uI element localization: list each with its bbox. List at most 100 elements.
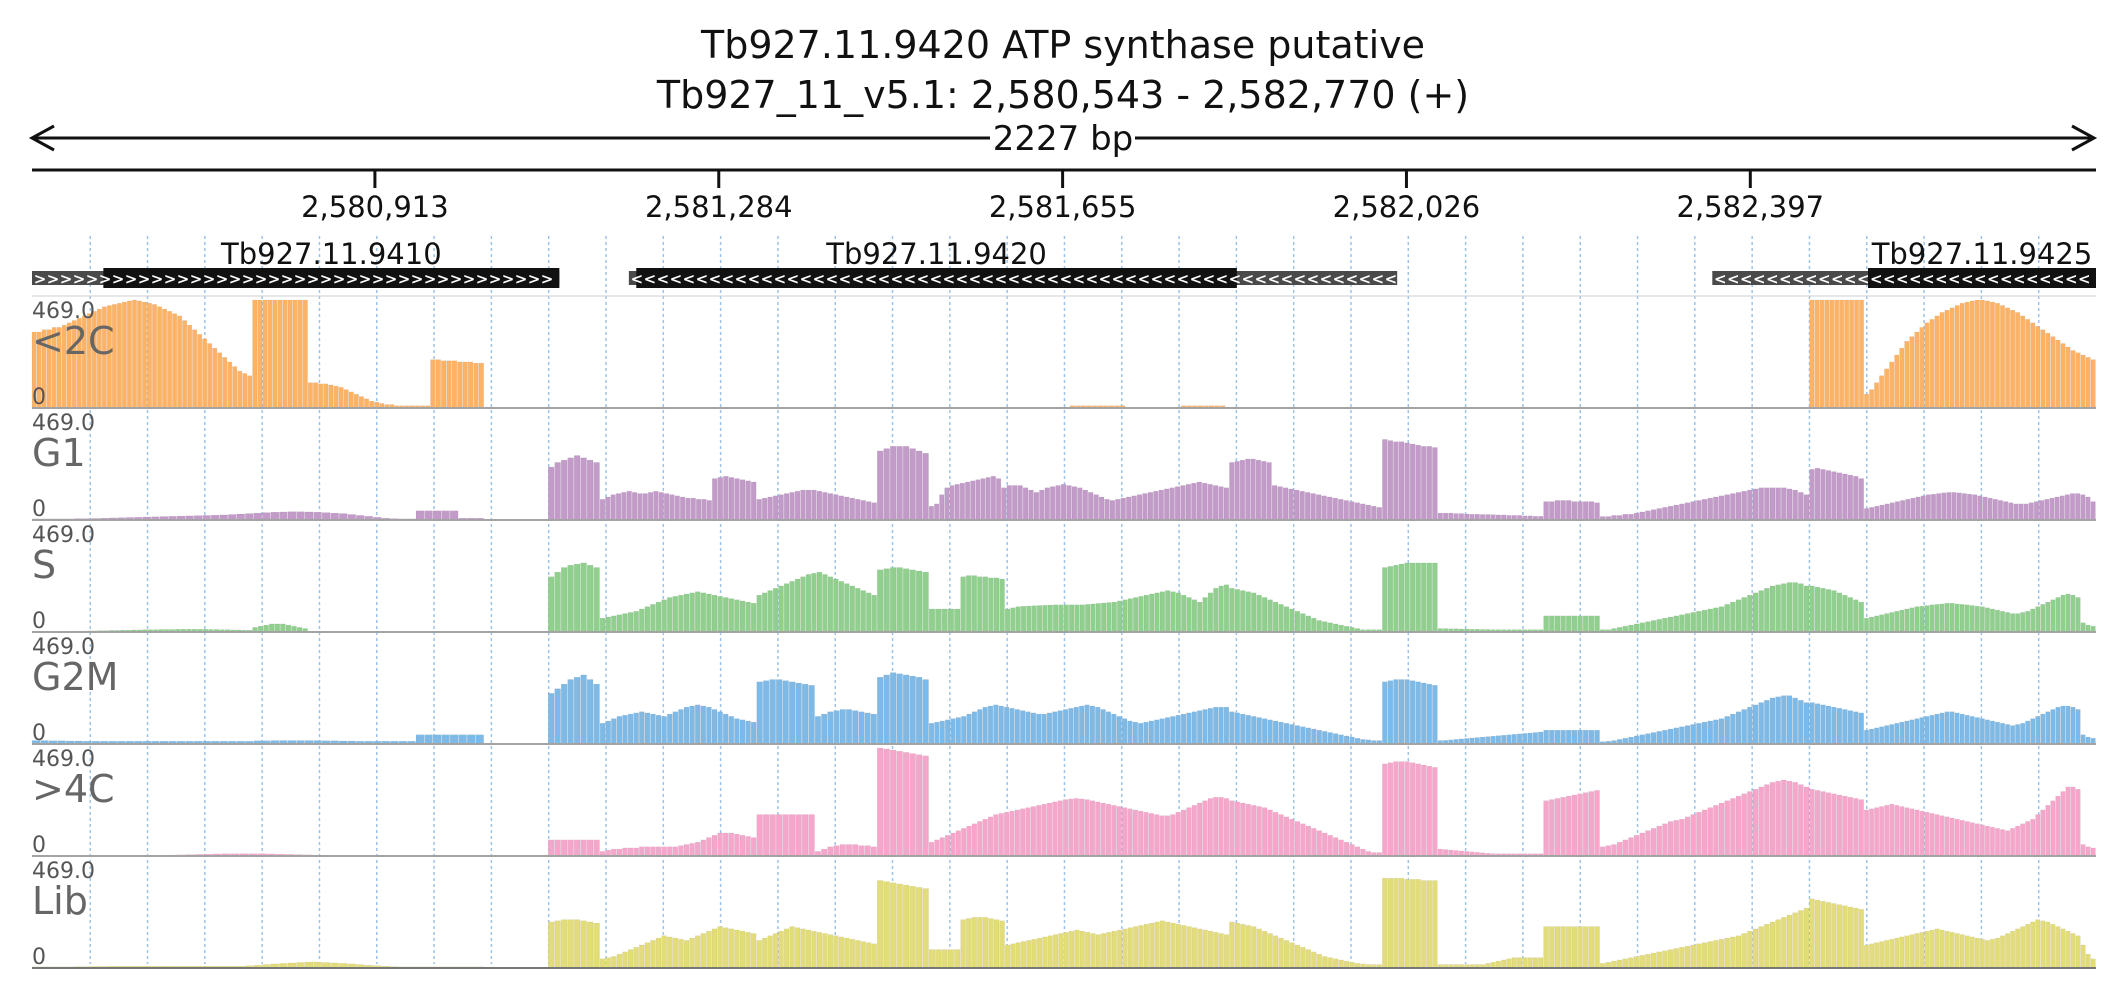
- coverage-bar: [1240, 923, 1246, 969]
- coverage-bar: [1874, 505, 1880, 521]
- coverage-bar: [1974, 605, 1980, 633]
- gene-strand-arrow: <: [1190, 270, 1203, 288]
- coverage-bar: [1111, 805, 1117, 857]
- coverage-bar: [1972, 494, 1978, 521]
- coverage-bar: [739, 479, 746, 521]
- coverage-bar: [816, 932, 823, 969]
- coverage-bar: [1360, 848, 1366, 857]
- coverage-bar: [297, 299, 303, 409]
- coverage-bar: [1245, 458, 1251, 521]
- coverage-bar: [1696, 943, 1702, 969]
- coverage-bar: [353, 393, 359, 409]
- coverage-bar: [833, 578, 839, 633]
- coverage-bar: [1223, 706, 1230, 745]
- gene-strand-arrow: >: [229, 270, 242, 288]
- coverage-bar: [1577, 793, 1583, 857]
- coverage-bar: [1718, 938, 1725, 969]
- gene-strand-arrow: <: [1307, 270, 1320, 288]
- coverage-bar: [1305, 615, 1312, 633]
- coverage-bar: [1223, 934, 1230, 969]
- coverage-bar: [955, 717, 961, 745]
- coverage-bar: [1879, 806, 1885, 857]
- coverage-bar: [1039, 489, 1045, 521]
- coverage-bar: [1582, 729, 1589, 745]
- gene-strand-arrow: <: [1333, 270, 1346, 288]
- coverage-bar: [1245, 714, 1251, 745]
- coverage-bar: [1919, 605, 1925, 633]
- coverage-bar: [1696, 723, 1702, 745]
- coverage-bar: [883, 674, 890, 745]
- track-ymax-label: 469.0: [32, 523, 95, 548]
- coverage-bar: [977, 576, 983, 633]
- coverage-bar: [1261, 930, 1268, 969]
- gene-strand-arrow: >: [112, 270, 125, 288]
- coverage-bar: [939, 494, 945, 521]
- coverage-bar: [1063, 604, 1069, 633]
- coverage-bar: [745, 720, 751, 745]
- coverage-bar: [655, 601, 662, 633]
- coverage-bar: [1984, 300, 1990, 409]
- coverage-bar: [1251, 926, 1257, 969]
- coverage-bar: [1690, 612, 1697, 633]
- coverage-bar: [672, 596, 679, 633]
- coverage-bar: [982, 917, 989, 969]
- coverage-bar: [1250, 458, 1256, 521]
- coverage-bar: [1792, 782, 1798, 857]
- coverage-bar: [593, 462, 600, 521]
- coverage-bar: [782, 680, 789, 745]
- coverage-bar: [2055, 795, 2061, 857]
- coverage-bar: [262, 512, 271, 521]
- gene-strand-arrow: >: [216, 270, 229, 288]
- coverage-bar: [794, 490, 801, 521]
- coverage-bar: [1294, 611, 1301, 633]
- coverage-bar: [1853, 475, 1859, 521]
- gene-strand-arrow: <: [1740, 270, 1753, 288]
- gene-strand-arrow: <: [1857, 270, 1870, 288]
- track-4: 469.00>4C: [31, 743, 2096, 858]
- coverage-bar: [242, 373, 248, 409]
- gene-strand-arrow: >: [255, 270, 268, 288]
- coverage-bar: [167, 311, 173, 409]
- coverage-bar: [2015, 724, 2021, 745]
- coverage-bar: [1959, 302, 1965, 409]
- coverage-bar: [915, 450, 923, 521]
- gene-strand-arrow: <: [1714, 270, 1727, 288]
- coverage-bar: [633, 712, 639, 745]
- coverage-bar: [1142, 493, 1148, 521]
- coverage-bar: [1376, 507, 1383, 521]
- coverage-bar: [839, 844, 846, 857]
- coverage-bar: [1272, 601, 1279, 633]
- coverage-bar: [642, 493, 648, 521]
- coverage-bar: [1758, 590, 1764, 633]
- coverage-bar: [971, 575, 977, 633]
- coverage-bar: [1864, 729, 1869, 745]
- coverage-bar: [1261, 461, 1267, 521]
- coverage-bar: [876, 880, 884, 969]
- coverage-bar: [1111, 930, 1117, 969]
- coverage-bar: [1954, 305, 1960, 409]
- gene-strand-arrow: >: [138, 270, 151, 288]
- coverage-bar: [1020, 941, 1027, 969]
- coverage-bar: [1543, 501, 1549, 521]
- track-ymax-label: 469.0: [32, 747, 95, 772]
- coverage-bar: [1365, 504, 1371, 521]
- coverage-bar: [1769, 585, 1776, 633]
- coverage-bar: [1628, 736, 1634, 745]
- coverage-bar: [1371, 505, 1377, 521]
- coverage-bar: [1924, 716, 1930, 745]
- coverage-bar: [2055, 926, 2061, 969]
- coverage-bar: [462, 361, 468, 409]
- coverage-bar: [1633, 835, 1640, 857]
- coverage-bar: [1175, 811, 1181, 857]
- coverage-bar: [1127, 598, 1133, 633]
- coverage-bar: [1814, 299, 1820, 409]
- coverage-bar: [1758, 926, 1764, 969]
- coverage-bar: [1847, 710, 1854, 745]
- coverage-bar: [1300, 823, 1306, 857]
- coverage-bar: [1289, 724, 1295, 745]
- coverage-bar: [860, 590, 866, 633]
- coverage-bar: [1944, 930, 1950, 969]
- coverage-bar: [1218, 706, 1224, 745]
- coverage-bar: [1662, 729, 1668, 745]
- coverage-bar: [253, 512, 263, 521]
